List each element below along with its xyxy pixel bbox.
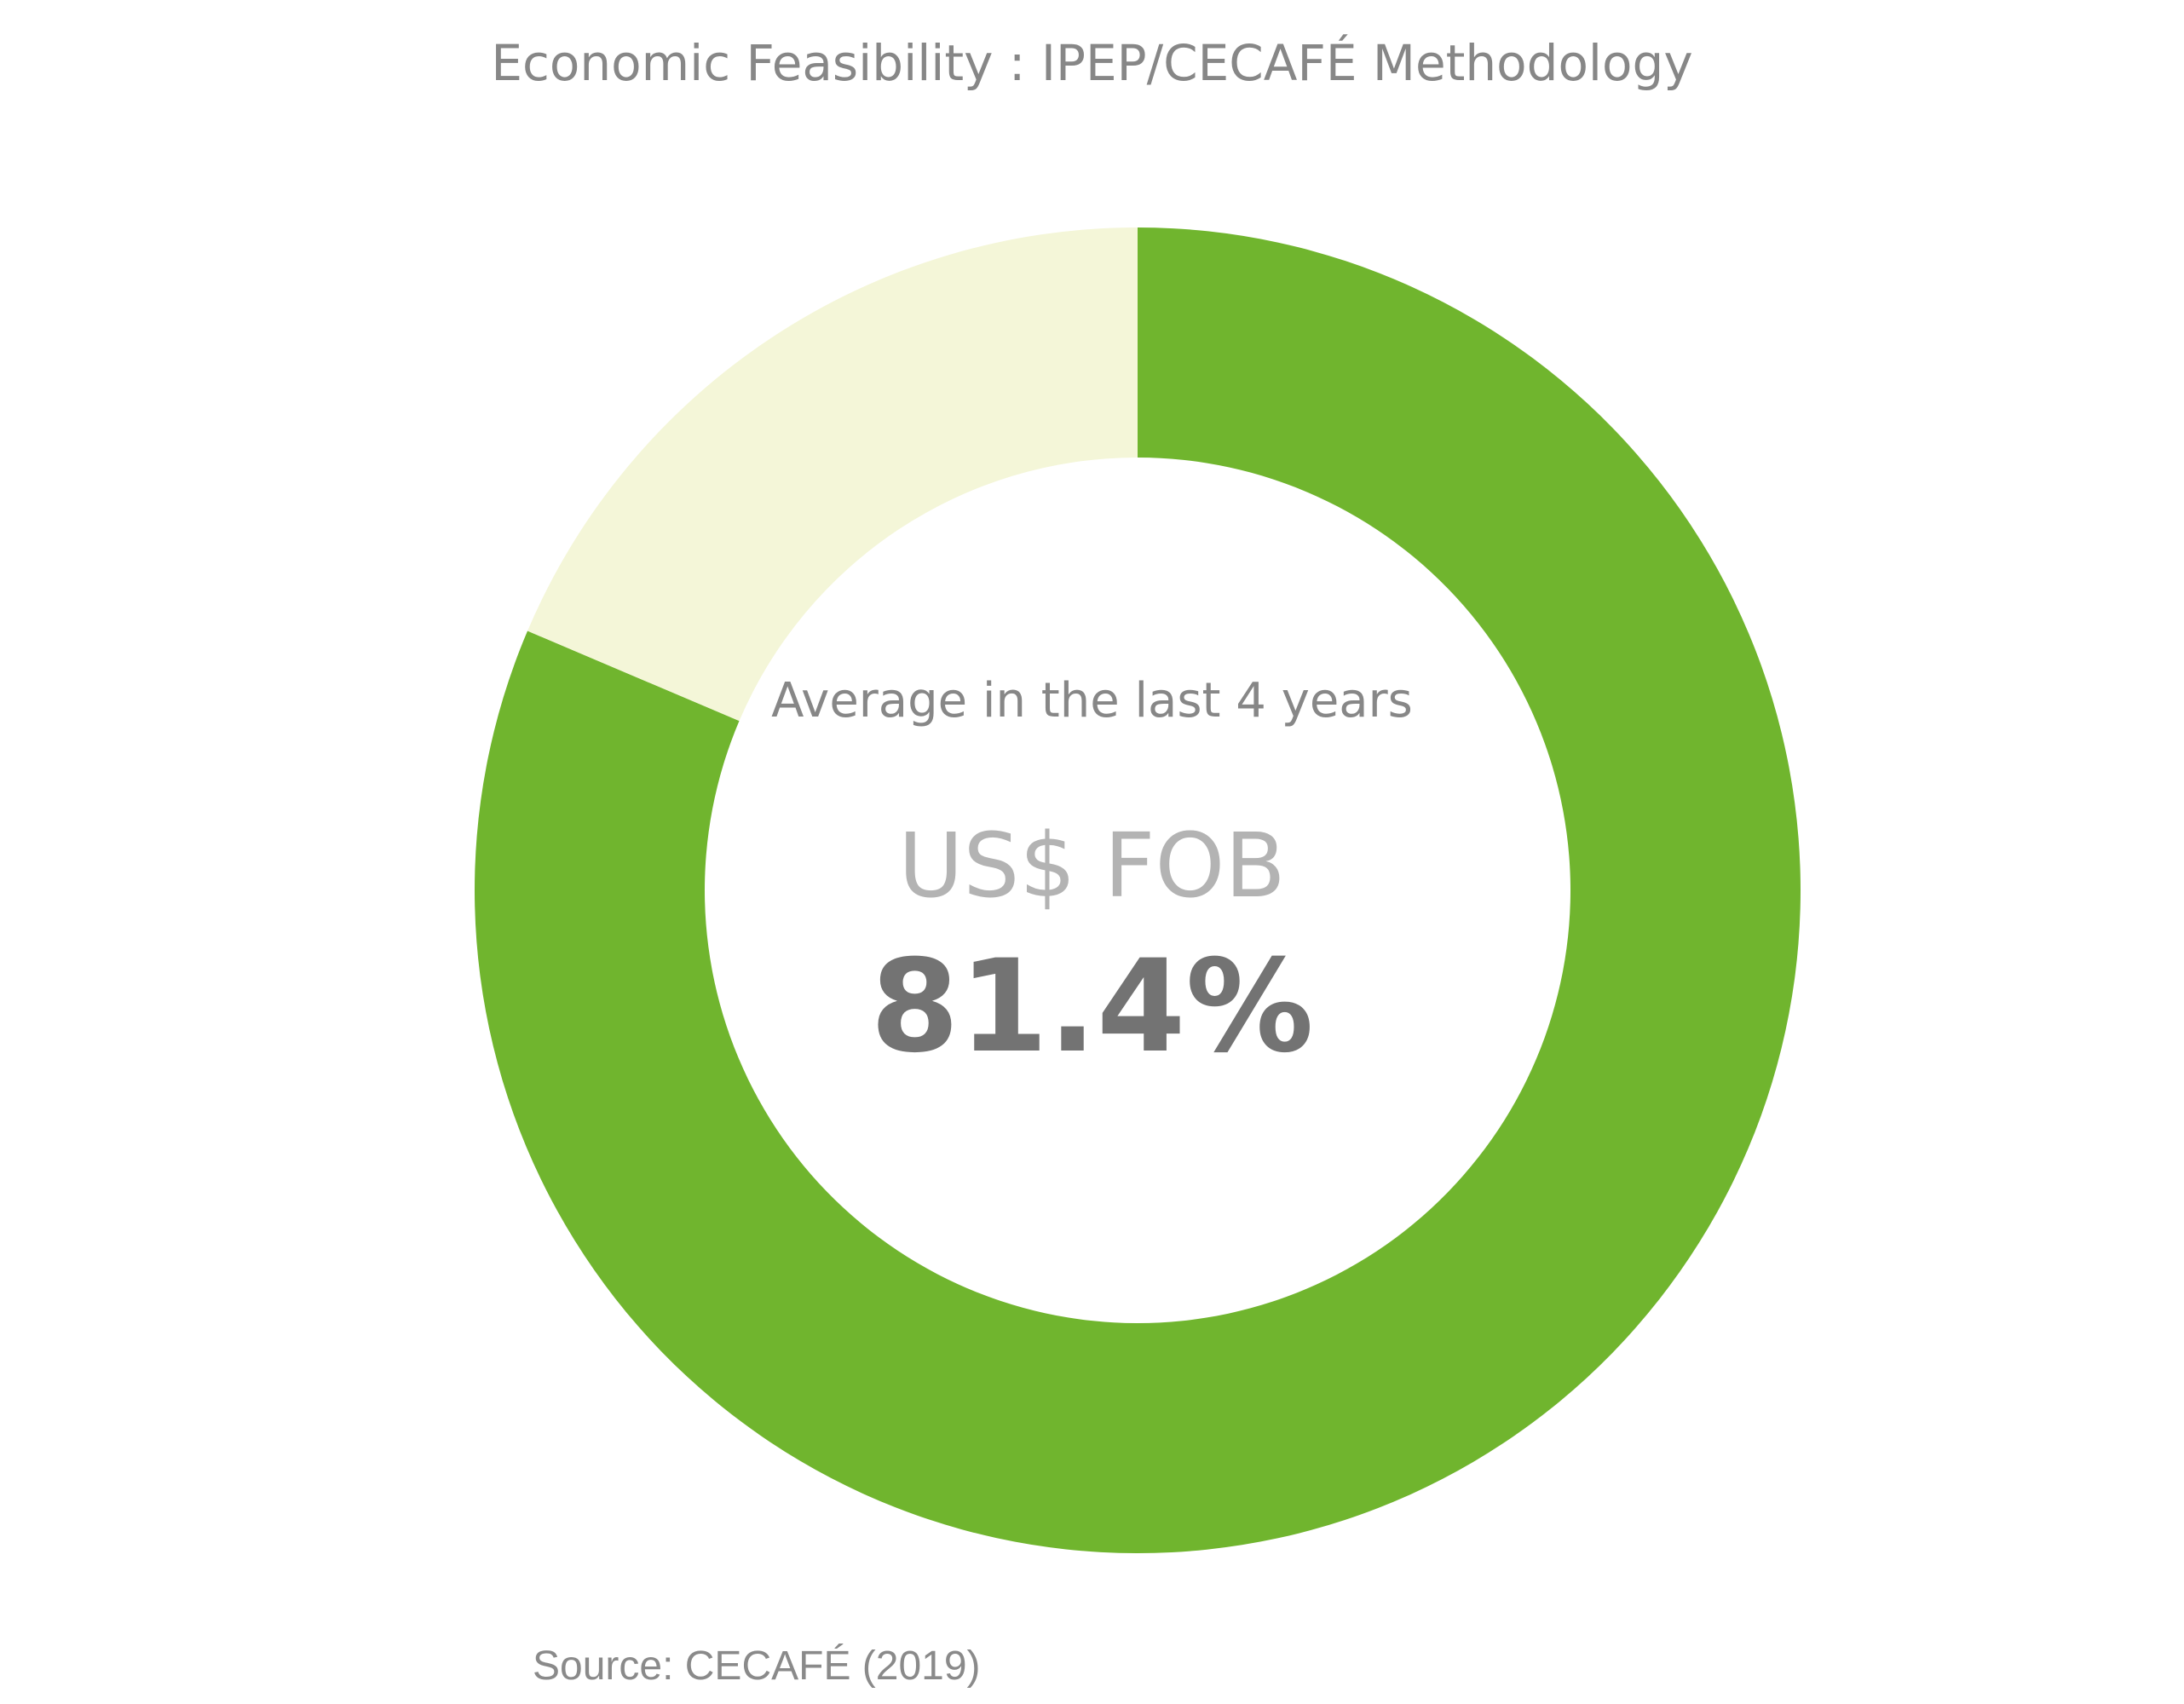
- donut-slice-1: [475, 227, 1801, 1553]
- donut-slice-2: [527, 227, 1138, 722]
- center-value: 81.4%: [870, 933, 1314, 1081]
- source-note: Source: CECAFÉ (2019): [533, 1644, 981, 1689]
- chart-title: Economic Feasibility : IPEP/CECAFÉ Metho…: [491, 34, 1693, 92]
- center-subtitle: Average in the last 4 years: [771, 673, 1413, 728]
- donut-slices: [475, 227, 1801, 1553]
- center-unit-label: US$ FOB: [898, 814, 1286, 918]
